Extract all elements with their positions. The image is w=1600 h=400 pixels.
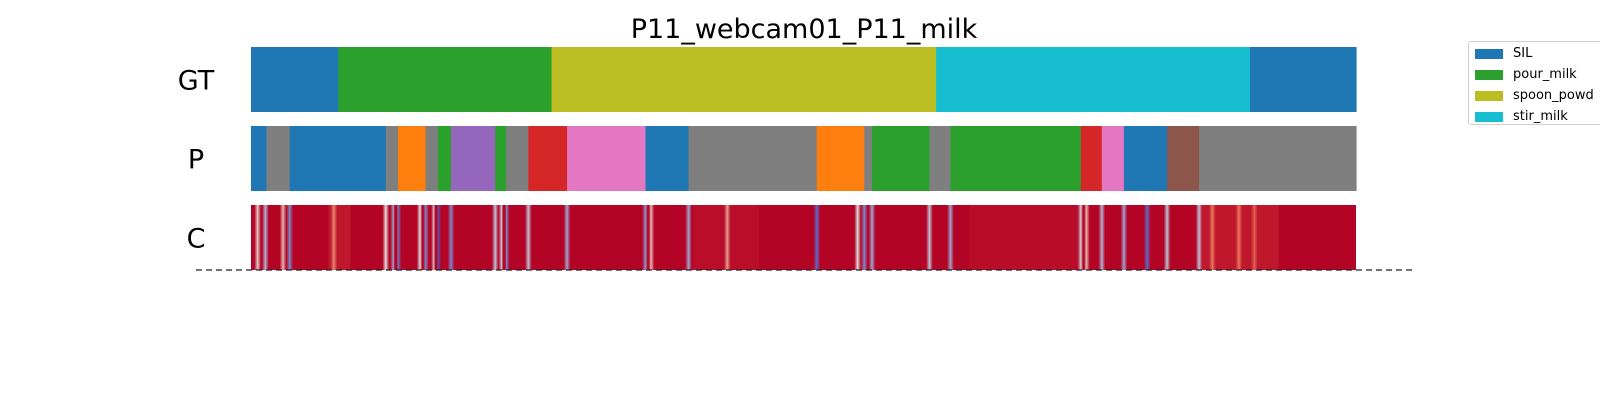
legend-swatch bbox=[1475, 112, 1503, 122]
segment-p-14 bbox=[816, 126, 865, 191]
legend-swatch bbox=[1475, 49, 1503, 59]
segment-p-9 bbox=[506, 126, 529, 191]
segment-p-11 bbox=[567, 126, 647, 191]
segment-p-4 bbox=[397, 126, 427, 191]
row-c: C bbox=[187, 205, 1356, 270]
segment-p-5 bbox=[425, 126, 439, 191]
row-p: P bbox=[188, 126, 1357, 191]
legend-swatch bbox=[1475, 91, 1503, 101]
timeline-rows: GT P C bbox=[178, 47, 1357, 270]
segment-p-10 bbox=[528, 126, 568, 191]
segment-p-0 bbox=[251, 126, 268, 191]
segment-p-22 bbox=[1167, 126, 1200, 191]
row-gt: GT bbox=[178, 47, 1357, 112]
legend: SIL pour_milk spoon_powd stir_milk bbox=[1468, 41, 1600, 125]
confidence-strip bbox=[251, 205, 1356, 270]
segment-p-12 bbox=[645, 126, 690, 191]
confidence-band-1 bbox=[693, 205, 760, 270]
segment-p-1 bbox=[266, 126, 291, 191]
confidence-band-3 bbox=[1201, 205, 1279, 270]
legend-label: spoon_powd bbox=[1513, 88, 1594, 103]
segment-p-18 bbox=[950, 126, 1082, 191]
segment-p-16 bbox=[872, 126, 931, 191]
row-label-p: P bbox=[188, 145, 204, 176]
segment-gt-1 bbox=[338, 47, 553, 112]
segment-p-3 bbox=[385, 126, 399, 191]
segment-p-7 bbox=[451, 126, 496, 191]
chart-title: P11_webcam01_P11_milk bbox=[631, 14, 978, 45]
legend-label: stir_milk bbox=[1513, 109, 1568, 124]
segment-p-23 bbox=[1199, 126, 1357, 191]
segment-p-20 bbox=[1101, 126, 1125, 191]
row-label-gt: GT bbox=[178, 66, 215, 97]
confidence-band-2 bbox=[969, 205, 1080, 270]
segment-p-19 bbox=[1080, 126, 1103, 191]
segment-p-2 bbox=[289, 126, 387, 191]
legend-label: SIL bbox=[1513, 46, 1533, 61]
legend-swatch bbox=[1475, 70, 1503, 80]
segment-gt-4 bbox=[1249, 47, 1357, 112]
segment-gt-3 bbox=[936, 47, 1251, 112]
segment-p-13 bbox=[688, 126, 818, 191]
row-label-c: C bbox=[187, 224, 206, 255]
confidence-band-0 bbox=[328, 205, 351, 270]
segment-p-8 bbox=[495, 126, 507, 191]
segment-p-21 bbox=[1123, 126, 1168, 191]
segment-gt-0 bbox=[251, 47, 339, 112]
segment-gt-2 bbox=[551, 47, 937, 112]
legend-label: pour_milk bbox=[1513, 67, 1577, 82]
segment-p-6 bbox=[437, 126, 452, 191]
segment-p-15 bbox=[864, 126, 873, 191]
segment-p-17 bbox=[929, 126, 952, 191]
